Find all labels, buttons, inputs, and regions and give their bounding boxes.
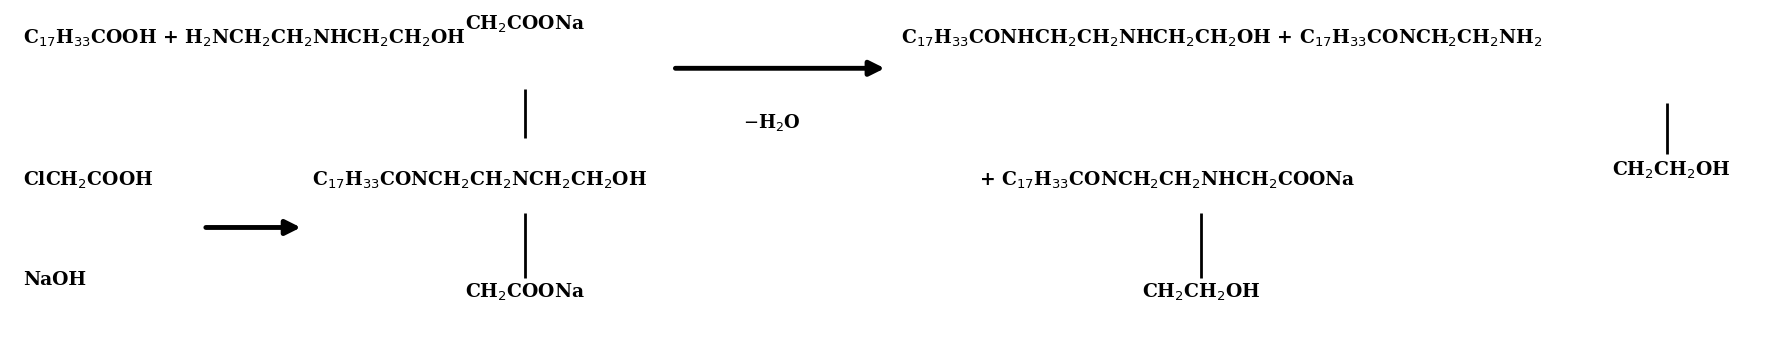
Text: CH$_2$CH$_2$OH: CH$_2$CH$_2$OH [1142, 282, 1261, 303]
Text: CH$_2$COONa: CH$_2$COONa [465, 14, 585, 35]
Text: NaOH: NaOH [23, 271, 87, 289]
Text: C$_{17}$H$_{33}$CONCH$_2$CH$_2$NCH$_2$CH$_2$OH: C$_{17}$H$_{33}$CONCH$_2$CH$_2$NCH$_2$CH… [313, 170, 647, 191]
Text: CH$_2$COONa: CH$_2$COONa [465, 282, 585, 303]
Text: + C$_{17}$H$_{33}$CONCH$_2$CH$_2$NHCH$_2$COONa: + C$_{17}$H$_{33}$CONCH$_2$CH$_2$NHCH$_2… [979, 170, 1356, 191]
Text: $-$H$_2$O: $-$H$_2$O [743, 112, 801, 133]
Text: C$_{17}$H$_{33}$CONHCH$_2$CH$_2$NHCH$_2$CH$_2$OH + C$_{17}$H$_{33}$CONCH$_2$CH$_: C$_{17}$H$_{33}$CONHCH$_2$CH$_2$NHCH$_2$… [902, 28, 1543, 49]
Text: CH$_2$CH$_2$OH: CH$_2$CH$_2$OH [1612, 159, 1731, 181]
Text: ClCH$_2$COOH: ClCH$_2$COOH [23, 170, 154, 191]
Text: C$_{17}$H$_{33}$COOH + H$_2$NCH$_2$CH$_2$NHCH$_2$CH$_2$OH: C$_{17}$H$_{33}$COOH + H$_2$NCH$_2$CH$_2… [23, 28, 465, 49]
